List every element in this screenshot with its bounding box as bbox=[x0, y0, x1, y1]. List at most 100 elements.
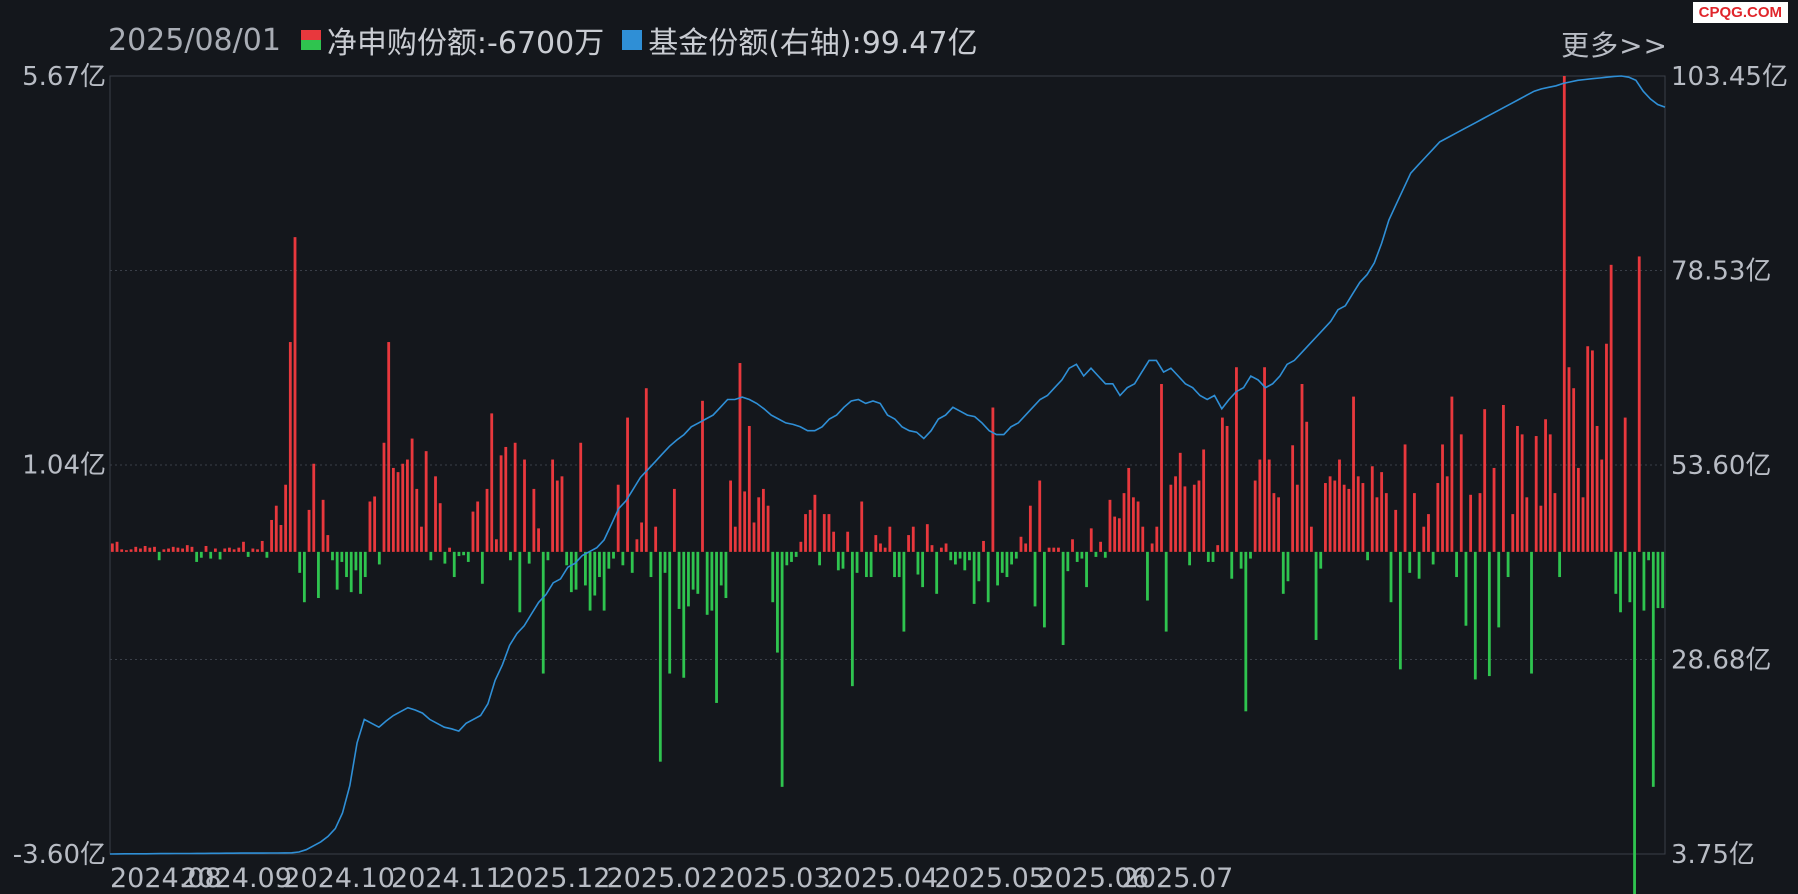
net-subscription-bar bbox=[569, 551, 573, 593]
net-subscription-bar bbox=[1548, 434, 1552, 552]
net-subscription-bar bbox=[1492, 467, 1496, 552]
x-axis-tick-label: 2025.07 bbox=[1122, 863, 1234, 894]
net-subscription-bar bbox=[1324, 483, 1327, 552]
net-subscription-bar bbox=[480, 551, 484, 584]
net-subscription-bar bbox=[457, 551, 461, 557]
net-subscription-bar bbox=[1605, 343, 1608, 552]
net-subscription-bar bbox=[626, 417, 629, 552]
net-subscription-bar bbox=[1595, 425, 1599, 552]
net-subscription-bar bbox=[640, 522, 644, 552]
net-subscription-bar bbox=[761, 488, 765, 552]
right-axis-tick-label: 78.53亿 bbox=[1671, 256, 1771, 286]
net-subscription-bar bbox=[574, 551, 578, 590]
legend-fund-shares[interactable]: 基金份额(右轴):99.47亿 bbox=[622, 18, 978, 62]
fund-shares-label: 基金份额(右轴):99.47亿 bbox=[648, 26, 978, 61]
net-subscription-bar bbox=[1431, 551, 1435, 565]
net-subscription-bar bbox=[1539, 505, 1543, 552]
net-subscription-bar bbox=[827, 514, 831, 552]
net-subscription-bar bbox=[1576, 467, 1580, 552]
net-subscription-bar bbox=[612, 551, 615, 559]
net-subscription-bar bbox=[1502, 404, 1505, 552]
net-subscription-bar bbox=[1483, 409, 1487, 552]
net-subscription-bar bbox=[513, 442, 517, 552]
net-subscription-bar bbox=[1459, 434, 1463, 552]
net-subscription-bar bbox=[635, 539, 639, 552]
net-subscription-bar bbox=[621, 551, 625, 566]
net-subscription-bar bbox=[958, 551, 962, 559]
net-subscription-bar bbox=[1028, 505, 1032, 552]
net-subscription-bar bbox=[420, 526, 423, 552]
x-axis-tick-label: 2024.09 bbox=[180, 863, 292, 894]
net-subscription-bar bbox=[738, 363, 742, 552]
net-subscription-bar bbox=[1141, 526, 1145, 552]
net-subscription-bar bbox=[1450, 396, 1454, 552]
net-subscription-bar bbox=[1609, 264, 1613, 552]
net-subscription-bar bbox=[1356, 476, 1360, 552]
net-subscription-bar bbox=[1455, 551, 1458, 578]
net-subscription-bar bbox=[345, 551, 348, 578]
net-subscription-bar bbox=[223, 548, 227, 552]
net-subscription-bar bbox=[766, 505, 770, 552]
net-subscription-bar bbox=[242, 541, 245, 552]
gridlines bbox=[109, 75, 1666, 855]
legend-net-subscription[interactable]: 净申购份额:-6700万 bbox=[300, 18, 605, 62]
net-subscription-bar bbox=[232, 549, 236, 552]
net-subscription-bar bbox=[982, 540, 985, 552]
net-subscription-bar bbox=[181, 548, 184, 552]
net-subscription-bar bbox=[1253, 480, 1257, 552]
net-subscription-bar bbox=[1581, 497, 1585, 552]
net-subscription-bar bbox=[1033, 551, 1037, 607]
net-subscription-bar bbox=[124, 550, 128, 552]
net-subscription-bar bbox=[724, 551, 728, 599]
watermark-logo: CPQG.COM bbox=[1692, 2, 1788, 23]
net-subscription-bar bbox=[930, 545, 934, 552]
net-subscription-bar bbox=[1258, 459, 1262, 552]
left-axis-tick-label: -3.60亿 bbox=[13, 840, 106, 870]
net-subscription-bar bbox=[1319, 551, 1323, 569]
net-subscription-bar bbox=[1478, 493, 1482, 552]
net-subscription-bar bbox=[1197, 480, 1201, 552]
net-subscription-bar bbox=[228, 547, 231, 552]
net-subscription-bar bbox=[162, 549, 166, 552]
net-subscription-bar bbox=[485, 488, 489, 552]
net-subscription-bar bbox=[274, 505, 278, 552]
net-subscription-bar bbox=[190, 546, 194, 552]
net-subscription-bar bbox=[382, 442, 386, 552]
net-subscription-bar bbox=[1380, 472, 1384, 552]
net-subscription-bar bbox=[1244, 551, 1248, 712]
net-subscription-bar bbox=[677, 551, 681, 609]
fund-shares-swatch bbox=[622, 30, 643, 50]
net-subscription-bar bbox=[1619, 551, 1622, 613]
net-subscription-bar bbox=[776, 551, 779, 653]
net-subscription-bar bbox=[1192, 484, 1196, 552]
net-subscription-label: 净申购份额:-6700万 bbox=[326, 26, 605, 61]
net-subscription-bar bbox=[996, 551, 999, 586]
x-axis-tick-label: 2024.11 bbox=[391, 863, 503, 894]
net-subscription-bar bbox=[822, 514, 826, 552]
fund-shares-line bbox=[109, 75, 1666, 855]
net-subscription-bar bbox=[195, 551, 199, 562]
net-subscription-bar bbox=[1211, 551, 1215, 562]
chart-header: 2025/08/01 净申购份额:-6700万 基金份额(右轴):99.47亿 bbox=[108, 18, 978, 62]
net-subscription-bar bbox=[1473, 551, 1477, 680]
net-subscription-bar bbox=[1150, 543, 1154, 552]
net-subscription-bar bbox=[1239, 551, 1243, 569]
net-subscription-bar bbox=[583, 551, 587, 586]
net-subscription-bar bbox=[1352, 396, 1355, 552]
net-subscription-bar bbox=[176, 547, 180, 552]
net-subscription-bar bbox=[691, 551, 695, 590]
x-axis-tick-label: 2025.03 bbox=[719, 863, 831, 894]
more-button[interactable]: 更多>> bbox=[1561, 29, 1668, 62]
net-subscription-bar bbox=[1375, 497, 1379, 552]
net-subscription-bar bbox=[1370, 466, 1374, 552]
net-subscription-bar bbox=[1413, 493, 1416, 552]
net-subscription-bar bbox=[968, 551, 971, 561]
net-subscription-bar bbox=[1178, 452, 1182, 552]
net-subscription-bar bbox=[1305, 421, 1309, 552]
net-subscription-bar bbox=[209, 551, 213, 559]
net-subscription-bar bbox=[883, 547, 887, 552]
net-subscription-bar bbox=[237, 547, 241, 552]
net-subscription-bar bbox=[1487, 551, 1491, 677]
net-subscription-bar bbox=[443, 551, 447, 564]
net-subscription-bar bbox=[1591, 350, 1594, 552]
